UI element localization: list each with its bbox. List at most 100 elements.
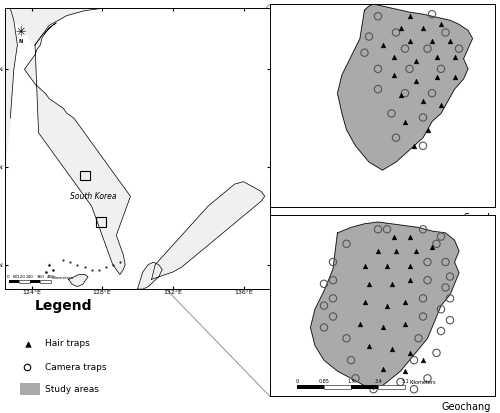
Point	[432, 74, 440, 80]
Point	[406, 262, 413, 269]
Point	[374, 86, 382, 93]
Bar	[96, 217, 106, 227]
Point	[432, 53, 440, 60]
Point	[410, 142, 418, 149]
Point	[378, 41, 386, 48]
Point	[374, 226, 382, 233]
Point	[419, 357, 427, 363]
Point	[388, 280, 396, 287]
Point	[388, 346, 396, 353]
Text: 1.7: 1.7	[347, 379, 355, 384]
Point	[432, 240, 440, 247]
Text: Study areas: Study areas	[45, 385, 99, 394]
Polygon shape	[68, 275, 88, 287]
Polygon shape	[5, 8, 18, 167]
Bar	[8, 280, 19, 283]
Point	[424, 259, 432, 265]
Point	[455, 45, 463, 52]
Polygon shape	[338, 4, 472, 170]
Point	[412, 57, 420, 64]
Text: Hair traps: Hair traps	[45, 339, 90, 348]
Point	[437, 233, 445, 240]
Circle shape	[52, 268, 54, 271]
Text: South Korea: South Korea	[70, 192, 116, 201]
Point	[401, 118, 409, 125]
Point	[320, 302, 328, 309]
Bar	[20, 383, 40, 395]
Point	[406, 233, 413, 240]
Text: Camera traps: Camera traps	[45, 363, 106, 372]
Point	[329, 277, 337, 283]
Point	[374, 248, 382, 254]
Point	[428, 11, 436, 18]
Polygon shape	[310, 222, 459, 389]
Point	[419, 226, 427, 233]
Text: Kilometers: Kilometers	[410, 380, 436, 385]
Bar	[80, 171, 90, 180]
Point	[329, 295, 337, 301]
Point	[450, 53, 458, 60]
Point	[419, 98, 427, 104]
Point	[396, 92, 404, 99]
Point	[347, 357, 355, 363]
Point	[428, 90, 436, 97]
Point	[450, 74, 458, 80]
Text: 480: 480	[47, 275, 55, 279]
Point	[446, 295, 454, 301]
Point	[406, 349, 413, 356]
Point	[432, 349, 440, 356]
Text: Geochang: Geochang	[441, 402, 490, 412]
Point	[414, 335, 422, 342]
Point	[24, 364, 32, 371]
Polygon shape	[5, 8, 270, 45]
Bar	[30, 280, 40, 283]
Text: Kilometers: Kilometers	[52, 276, 74, 280]
Point	[401, 368, 409, 374]
Point	[390, 53, 398, 60]
Bar	[378, 385, 405, 389]
Point	[437, 328, 445, 335]
Point	[437, 66, 445, 72]
Point	[383, 226, 391, 233]
Point	[412, 248, 420, 254]
Point	[396, 25, 404, 32]
Point	[412, 78, 420, 84]
Text: 60120: 60120	[12, 275, 26, 279]
Point	[401, 45, 409, 52]
Point	[401, 320, 409, 327]
Text: 0: 0	[296, 379, 298, 384]
Polygon shape	[152, 182, 264, 279]
Point	[370, 386, 378, 392]
Point	[329, 313, 337, 320]
Point	[396, 379, 404, 385]
Point	[356, 320, 364, 327]
Point	[410, 357, 418, 363]
Text: 0: 0	[7, 275, 10, 279]
Point	[320, 280, 328, 287]
Bar	[324, 385, 351, 389]
Point	[424, 45, 432, 52]
Point	[365, 280, 373, 287]
Point	[342, 240, 350, 247]
Text: Seoul: Seoul	[464, 213, 490, 223]
Circle shape	[48, 263, 50, 266]
Point	[365, 342, 373, 349]
Point	[383, 262, 391, 269]
Point	[410, 386, 418, 392]
Point	[419, 114, 427, 121]
Point	[406, 13, 413, 19]
Point	[342, 335, 350, 342]
Bar	[297, 385, 324, 389]
Point	[388, 110, 396, 117]
Point	[446, 273, 454, 280]
Point	[360, 262, 368, 269]
Point	[392, 29, 400, 36]
Text: 360: 360	[36, 275, 44, 279]
Point	[446, 37, 454, 44]
Point	[406, 66, 413, 72]
Point	[329, 259, 337, 265]
Point	[360, 299, 368, 305]
Polygon shape	[138, 262, 162, 289]
Point	[320, 324, 328, 331]
Point	[378, 366, 386, 373]
